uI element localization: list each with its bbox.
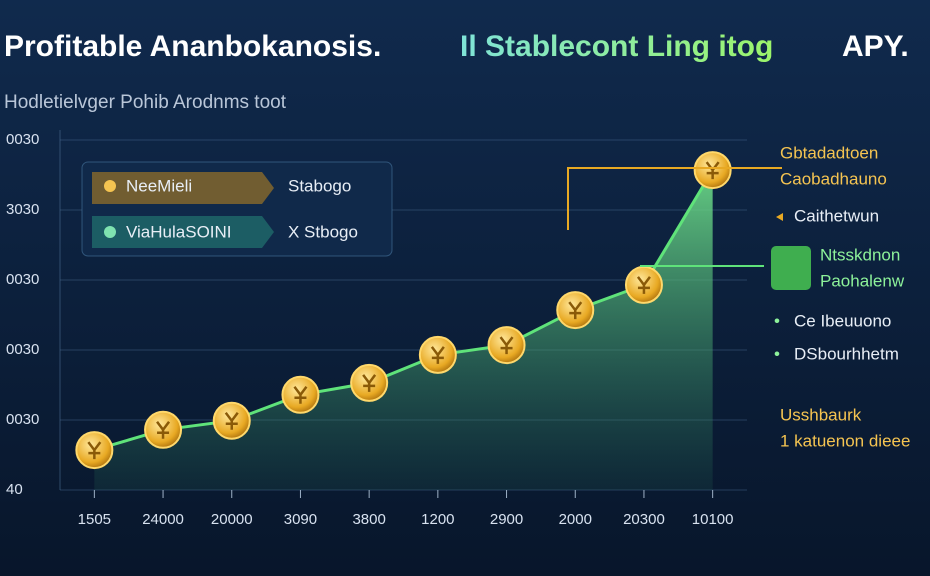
- coin-glyph: [156, 421, 171, 439]
- annotation-pointer: [776, 213, 783, 221]
- annotation: Caithetwun: [794, 206, 879, 225]
- coin-glyph: [636, 276, 651, 294]
- annotation: Ce Ibeuuono: [794, 311, 891, 330]
- area: [94, 170, 713, 490]
- annotation: Caobadhauno: [780, 169, 887, 188]
- x-tick-label: 3090: [284, 511, 317, 528]
- bullet: •: [774, 344, 780, 363]
- coin-glyph: [499, 336, 514, 355]
- annotation-arrow: [567, 167, 782, 230]
- legend-value: Stabogo: [288, 176, 351, 195]
- coin-glyph: [362, 374, 377, 392]
- legend-tag: [92, 172, 274, 204]
- x-tick-label: 2000: [559, 511, 592, 528]
- x-tick-label: 1200: [421, 511, 454, 528]
- y-tick-label: 0030: [6, 131, 39, 148]
- annotation: Usshbaurk: [780, 405, 862, 424]
- y-tick-label: 40: [6, 481, 23, 498]
- annotation: 1 katuenon dieee: [780, 431, 910, 450]
- legend-label: ViaHulaSOINI: [126, 222, 232, 241]
- line: [93, 169, 714, 452]
- y-tick-label: 3030: [6, 201, 39, 218]
- plot: 40 0030 0030 0030 3030 0030 1505 24000 20000 3090…: [6, 130, 747, 528]
- y-tick-label: 0030: [6, 411, 39, 428]
- legend-icon: [104, 180, 116, 192]
- legend-label: NeeMieli: [126, 176, 192, 195]
- annotation: DSbourhhetm: [794, 344, 899, 363]
- x-tick-label: 20300: [623, 511, 665, 528]
- y-tick-label: 0030: [6, 271, 39, 288]
- y-tick-label: 0030: [6, 341, 39, 358]
- annotation: Paohalenw: [820, 271, 905, 290]
- annotation: Gbtadadtoen: [780, 143, 878, 162]
- x-tick-label: 1505: [78, 511, 111, 528]
- chart-subtitle: Hodletielvger Pohib Arodnms toot: [4, 92, 287, 113]
- annotation-icon: [771, 246, 811, 290]
- chart-title-end: APY.: [842, 30, 909, 63]
- coin-glyph: [705, 161, 720, 180]
- chart-title-highlight: Il Stablecont Ling itog: [460, 30, 773, 63]
- legend-value: X Stbogo: [288, 222, 358, 241]
- chart-title: Profitable Ananbokanosis.: [4, 30, 381, 63]
- bullet: •: [774, 311, 780, 330]
- legend-tag: [92, 216, 274, 248]
- coin-glyph: [430, 346, 445, 364]
- coin-glyph: [87, 441, 102, 460]
- x-tick-label: 24000: [142, 511, 184, 528]
- legend-icon: [104, 226, 116, 238]
- x-tick-label: 10100: [692, 511, 734, 528]
- coin-glyph: [224, 411, 239, 430]
- coin-glyph: [293, 386, 308, 404]
- coin-glyph: [568, 301, 583, 320]
- x-tick-label: 2900: [490, 511, 523, 528]
- x-tick-label: 3800: [352, 511, 385, 528]
- annotation: Ntsskdnon: [820, 245, 900, 264]
- x-tick-label: 20000: [211, 511, 253, 528]
